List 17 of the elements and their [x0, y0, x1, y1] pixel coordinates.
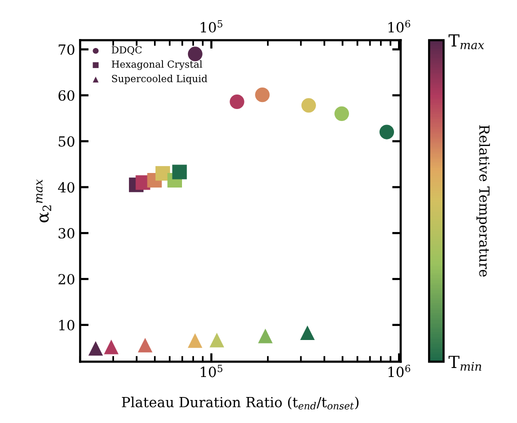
legend-label: Hexagonal Crystal — [112, 60, 202, 70]
color-bar-label: T$_{max}$ — [448, 34, 484, 50]
y-tick-label: 20 — [58, 274, 74, 284]
y-tick-label: 10 — [59, 320, 74, 330]
color-bar-title: Relative Temperature — [476, 125, 490, 277]
y-tick-label: 50 — [58, 136, 74, 147]
x-axis-title: Plateau Duration Ratio (t$_{end}$/t$_{onset}$) — [122, 396, 359, 410]
text: 10$^{5}$ — [200, 20, 222, 33]
text: 10$^{6}$ — [388, 20, 410, 33]
y-tick-label: 40 — [58, 182, 74, 193]
y-axis-title: α$_{2}$$^{max}$ — [36, 179, 52, 222]
legend-label: DDQC — [112, 46, 142, 55]
legend-label: Supercooled Liquid — [112, 74, 208, 84]
y-tick-label: 70 — [58, 44, 74, 55]
y-tick-label: 30 — [58, 228, 74, 239]
color-bar-label: T$_{min}$ — [448, 356, 482, 371]
y-tick-label: 60 — [58, 90, 74, 101]
